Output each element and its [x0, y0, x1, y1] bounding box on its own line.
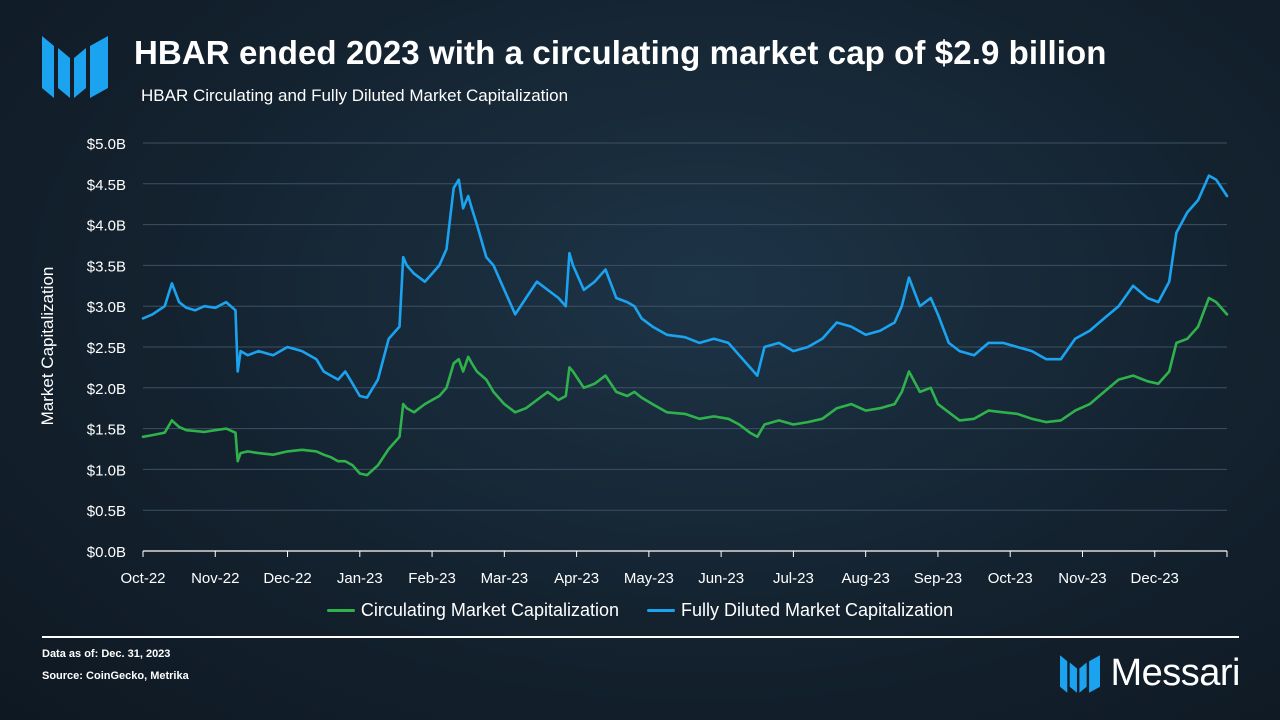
x-tick-label: Jun-23: [698, 570, 744, 587]
x-tick-label: Jul-23: [773, 570, 814, 587]
y-tick-label: $1.0B: [87, 462, 126, 479]
x-tick-label: Mar-23: [481, 570, 529, 587]
y-tick-label: $3.5B: [87, 258, 126, 275]
x-tick-label: Oct-23: [988, 570, 1033, 587]
market-cap-chart: $0.0B $0.5B $1.0B $1.5B $2.0B $2.5B $3.0B $3.5B…: [38, 136, 1229, 587]
y-tick-label: $0.5B: [87, 503, 126, 520]
x-tick-label: Nov-23: [1058, 570, 1106, 587]
x-tick-label: May-23: [624, 570, 674, 587]
chart-grid: [143, 142, 1227, 511]
legend-label-fully-diluted: Fully Diluted Market Capitalization: [681, 600, 954, 620]
data-as-of-note: Data as of: Dec. 31, 2023: [42, 648, 170, 660]
chart-axes: $0.0B $0.5B $1.0B $1.5B $2.0B $2.5B $3.0B $3.5B…: [87, 136, 1228, 587]
y-tick-label: $3.0B: [87, 299, 126, 316]
y-tick-label: $4.5B: [87, 177, 126, 194]
x-tick-label: Oct-22: [120, 570, 165, 587]
x-tick-label: Apr-23: [554, 570, 599, 587]
messari-brand-icon: [1060, 654, 1101, 693]
brand-logo: Messari: [1060, 652, 1240, 695]
chart-subtitle: HBAR Circulating and Fully Diluted Marke…: [141, 86, 569, 105]
x-tick-label: Dec-22: [263, 570, 311, 587]
data-as-of-label: Data as of:: [42, 648, 99, 660]
x-tick-label: Dec-23: [1131, 570, 1179, 587]
page-title: HBAR ended 2023 with a circulating marke…: [134, 34, 1107, 71]
legend-item-circulating: Circulating Market Capitalization: [326, 600, 619, 621]
y-tick-label: $2.5B: [87, 340, 126, 357]
y-tick-label: $1.5B: [87, 422, 126, 439]
y-tick-label: $2.0B: [87, 381, 126, 398]
legend-swatch-circulating: [326, 609, 355, 612]
source-label: Source:: [42, 670, 83, 682]
legend-label-circulating: Circulating Market Capitalization: [360, 600, 619, 620]
x-tick-label: Jan-23: [337, 570, 383, 587]
series-line-fully-diluted: [141, 174, 1229, 399]
legend-swatch-fully-diluted: [647, 609, 675, 612]
y-tick-label: $0.0B: [87, 544, 126, 561]
y-axis-label: Market Capitalization: [38, 267, 57, 426]
legend-item-fully-diluted: Fully Diluted Market Capitalization: [647, 600, 953, 621]
data-as-of-value: Dec. 31, 2023: [101, 648, 171, 660]
chart-series: [141, 174, 1229, 477]
source-value: CoinGecko, Metrika: [86, 670, 189, 682]
source-note: Source: CoinGecko, Metrika: [42, 670, 189, 682]
chart-legend: Circulating Market Capitalization Fully …: [0, 600, 1280, 621]
x-tick-label: Feb-23: [408, 570, 456, 587]
y-tick-label: $5.0B: [87, 136, 126, 153]
footer-divider: [42, 636, 1239, 638]
x-tick-label: Nov-22: [191, 570, 239, 587]
x-tick-label: Sep-23: [914, 570, 962, 587]
messari-logo-icon: [42, 36, 108, 98]
y-tick-label: $4.0B: [87, 218, 126, 235]
series-line-circulating: [141, 296, 1229, 477]
brand-name: Messari: [1110, 652, 1240, 694]
x-tick-label: Aug-23: [841, 570, 889, 587]
